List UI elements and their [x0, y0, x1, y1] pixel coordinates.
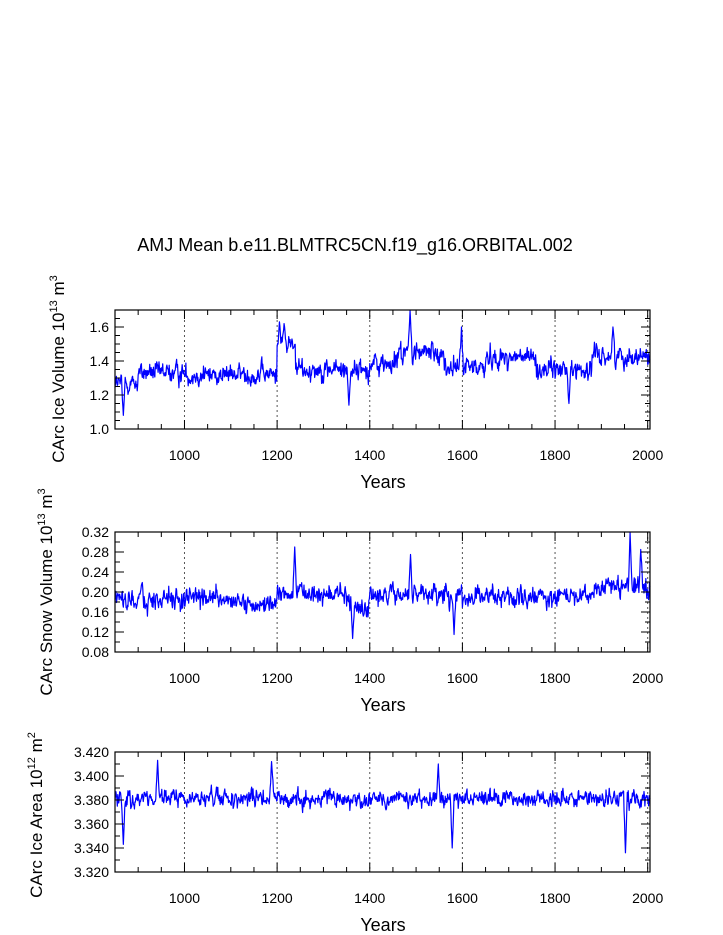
x-tick-label: 1600 [447, 890, 478, 906]
y-axis-label-superscript: 13 [48, 300, 60, 312]
x-tick-label: 1800 [539, 890, 570, 906]
y-tick-label: 1.0 [90, 421, 110, 437]
y-tick-label: 3.340 [74, 840, 109, 856]
y-tick-label: 0.24 [82, 564, 109, 580]
y-axis-label: CArc Ice Area 1012 m2 [26, 732, 46, 898]
y-axis-label-text: CArc Snow Volume 10 [37, 526, 56, 696]
x-tick-label: 2000 [632, 670, 663, 686]
y-tick-label: 3.380 [74, 792, 109, 808]
x-tick-label: 1800 [539, 670, 570, 686]
y-tick-label: 1.2 [90, 387, 110, 403]
series-line [114, 759, 651, 854]
y-tick-label: 0.16 [82, 604, 109, 620]
y-axis-label-superscript: 3 [36, 488, 48, 494]
x-axis-label: Years [360, 915, 405, 935]
y-axis-label: CArc Snow Volume 1013 m3 [36, 488, 56, 695]
y-axis-label-text: m [27, 738, 46, 757]
y-axis-label-superscript: 12 [26, 757, 38, 769]
y-axis-label-text: CArc Ice Volume 10 [49, 313, 68, 463]
x-tick-label: 2000 [632, 447, 663, 463]
y-axis-label-text: CArc Ice Area 10 [27, 769, 46, 898]
y-tick-label: 3.400 [74, 768, 109, 784]
y-tick-label: 0.20 [82, 584, 109, 600]
series-line [114, 532, 651, 640]
x-tick-label: 1400 [354, 890, 385, 906]
x-axis-label: Years [360, 472, 405, 492]
y-tick-label: 0.28 [82, 544, 109, 560]
y-tick-label: 1.6 [90, 319, 110, 335]
x-tick-label: 1200 [262, 670, 293, 686]
chart-panel-2: 1000 1200 1400 1600 1800 2000 0.08 0.12 0.16 0.20… [36, 488, 663, 715]
y-tick-label: 0.12 [82, 624, 109, 640]
y-axis-label-text: m [37, 494, 56, 513]
x-tick-label: 1000 [169, 890, 200, 906]
y-tick-label: 3.360 [74, 816, 109, 832]
x-axis-label: Years [360, 695, 405, 715]
y-axis-label: CArc Ice Volume 1013 m3 [48, 275, 68, 463]
x-tick-label: 2000 [632, 890, 663, 906]
x-tick-label: 1600 [447, 447, 478, 463]
y-tick-label: 3.420 [74, 744, 109, 760]
series-line [114, 310, 651, 416]
x-tick-label: 1600 [447, 670, 478, 686]
x-tick-label: 1400 [354, 670, 385, 686]
y-tick-label: 3.320 [74, 864, 109, 880]
y-tick-label: 0.08 [82, 644, 109, 660]
chart-panel-3: 1000 1200 1400 1600 1800 2000 3.320 3.340 3.360 3… [26, 732, 663, 935]
x-tick-label: 1800 [539, 447, 570, 463]
plot-frame [114, 751, 651, 873]
y-axis-label-text: m [49, 281, 68, 300]
y-tick-label: 0.32 [82, 524, 109, 540]
y-axis-label-superscript: 13 [36, 513, 48, 525]
y-tick-label: 1.4 [90, 353, 110, 369]
figure-title: AMJ Mean b.e11.BLMTRC5CN.f19_g16.ORBITAL… [137, 235, 573, 256]
chart-panel-1: 1000 1200 1400 1600 1800 2000 1.0 1.2 1.4 1.6 Year… [48, 275, 663, 492]
x-tick-label: 1200 [262, 890, 293, 906]
y-axis-label-superscript: 2 [26, 732, 38, 738]
x-tick-label: 1200 [262, 447, 293, 463]
x-tick-label: 1000 [169, 670, 200, 686]
y-axis-label-superscript: 3 [48, 275, 60, 281]
x-tick-label: 1000 [169, 447, 200, 463]
x-tick-label: 1400 [354, 447, 385, 463]
plot-frame [114, 309, 651, 430]
chart-panels: 1000 1200 1400 1600 1800 2000 1.0 1.2 1.4 1.6 Year… [26, 275, 663, 935]
